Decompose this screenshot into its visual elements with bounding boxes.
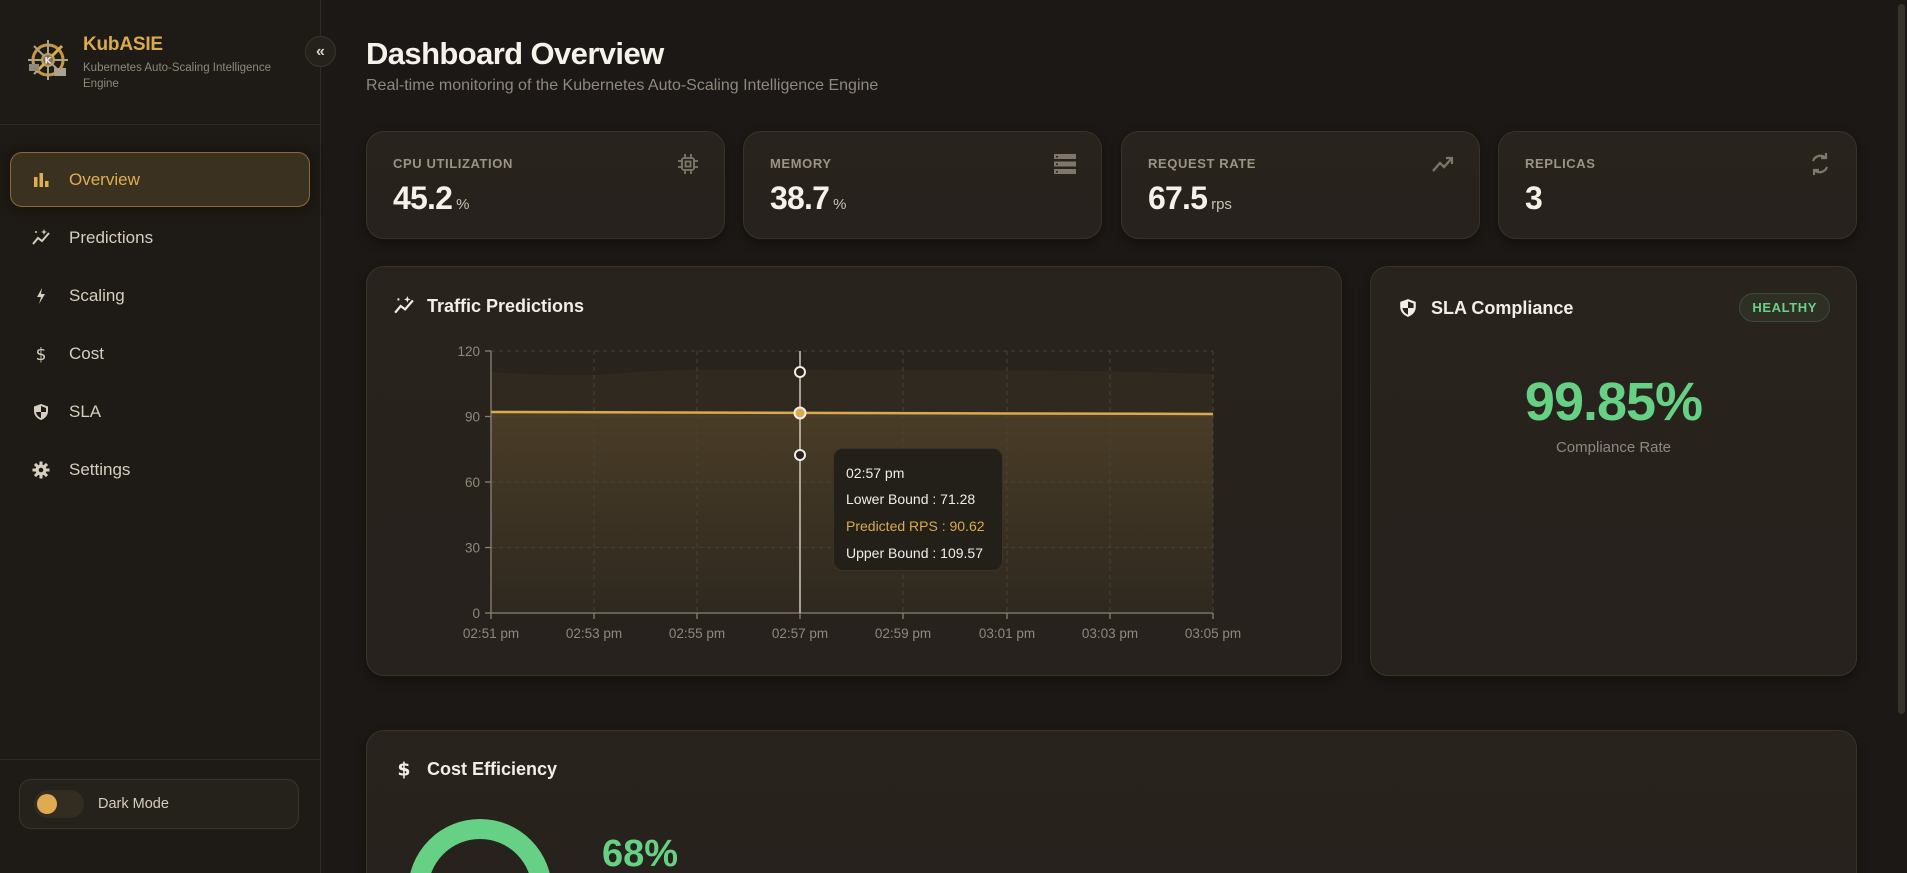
sidebar-item-label: Settings bbox=[69, 459, 131, 479]
stat-unit: rps bbox=[1211, 196, 1232, 213]
x-tick: 02:51 pm bbox=[463, 626, 519, 641]
collapse-sidebar-button[interactable]: « bbox=[305, 36, 336, 67]
cost-value: 68% bbox=[602, 833, 679, 873]
sidebar-item-label: Predictions bbox=[69, 227, 154, 247]
x-tick: 02:59 pm bbox=[875, 626, 931, 641]
stat-number: 3 bbox=[1525, 180, 1543, 216]
y-tick-60: 60 bbox=[465, 475, 480, 490]
sidebar-nav: Overview Predictions Scaling $ Cost SLA bbox=[0, 125, 320, 497]
y-tick-0: 0 bbox=[472, 606, 480, 621]
brand-name: KubASIE bbox=[83, 34, 163, 55]
sidebar: K KubASIE Kubernetes Auto-Scaling Intell… bbox=[0, 0, 321, 873]
status-badge: HEALTHY bbox=[1739, 293, 1830, 322]
sidebar-item-scaling[interactable]: Scaling bbox=[10, 268, 310, 323]
stat-card-request-rate: REQUEST RATE 67.5 rps bbox=[1121, 131, 1480, 239]
predicted-point bbox=[793, 406, 807, 420]
gear-icon bbox=[31, 460, 51, 480]
sparkle-trend-icon bbox=[393, 295, 415, 317]
double-chevron-left-icon: « bbox=[316, 42, 325, 60]
sla-compliance-card: SLA Compliance HEALTHY 99.85% Compliance… bbox=[1370, 266, 1857, 676]
sidebar-footer: Dark Mode bbox=[0, 759, 320, 873]
x-tick: 03:03 pm bbox=[1082, 626, 1138, 641]
stat-number: 45.2 bbox=[393, 180, 453, 216]
predicted-rps-line bbox=[490, 410, 1214, 416]
server-stack-icon bbox=[1053, 152, 1077, 176]
sidebar-item-overview[interactable]: Overview bbox=[10, 152, 310, 207]
brand-header: K KubASIE Kubernetes Auto-Scaling Intell… bbox=[0, 0, 320, 125]
dollar-icon: $ bbox=[393, 758, 415, 780]
brand-subtitle: Kubernetes Auto-Scaling Intelligence Eng… bbox=[83, 62, 271, 90]
shield-icon bbox=[1397, 297, 1419, 319]
upper-bound-point bbox=[794, 366, 806, 378]
stat-value: 45.2% bbox=[393, 180, 469, 217]
x-tick: 02:53 pm bbox=[566, 626, 622, 641]
tooltip-upper-bound: Upper Bound : 109.57 bbox=[846, 545, 983, 561]
sla-value: 99.85% bbox=[1524, 372, 1703, 432]
stat-label: REQUEST RATE bbox=[1148, 156, 1257, 171]
cost-title: Cost Efficiency bbox=[427, 758, 558, 779]
sla-title: SLA Compliance bbox=[1431, 297, 1574, 318]
sidebar-item-sla[interactable]: SLA bbox=[10, 384, 310, 439]
stat-label: MEMORY bbox=[770, 156, 832, 171]
stat-card-replicas: REPLICAS 3 bbox=[1498, 131, 1857, 239]
shield-icon bbox=[31, 402, 51, 422]
dark-mode-label: Dark Mode bbox=[98, 796, 169, 812]
cost-efficiency-card: $ Cost Efficiency 68% bbox=[366, 730, 1857, 873]
stat-label: REPLICAS bbox=[1525, 156, 1596, 171]
lightning-icon bbox=[31, 286, 51, 306]
stat-value: 67.5 rps bbox=[1148, 180, 1232, 217]
stat-unit: % bbox=[833, 196, 847, 213]
stat-label: CPU UTILIZATION bbox=[393, 156, 513, 171]
stat-number: 38.7 bbox=[770, 180, 830, 216]
sparkle-trend-icon bbox=[31, 228, 51, 248]
stat-value: 3 bbox=[1525, 180, 1543, 217]
y-tick-30: 30 bbox=[465, 541, 480, 556]
sidebar-item-cost[interactable]: $ Cost bbox=[10, 326, 310, 381]
trending-up-icon bbox=[1431, 152, 1455, 176]
dollar-icon: $ bbox=[31, 344, 51, 364]
page-scrollbar[interactable] bbox=[1898, 4, 1905, 714]
page-title: Dashboard Overview bbox=[366, 36, 664, 71]
y-tick-90: 90 bbox=[465, 410, 480, 425]
dark-mode-toggle[interactable]: Dark Mode bbox=[19, 779, 299, 829]
sidebar-item-label: Overview bbox=[69, 169, 140, 189]
lower-bound-point bbox=[794, 449, 806, 461]
x-tick: 02:57 pm bbox=[772, 626, 828, 641]
traffic-title: Traffic Predictions bbox=[427, 295, 585, 316]
cpu-chip-icon bbox=[676, 152, 700, 176]
sidebar-item-label: Scaling bbox=[69, 285, 125, 305]
tooltip-lower-bound: Lower Bound : 71.28 bbox=[846, 491, 976, 507]
sidebar-item-label: Cost bbox=[69, 343, 104, 363]
stat-unit: % bbox=[456, 196, 470, 213]
x-tick: 02:55 pm bbox=[669, 626, 725, 641]
sidebar-item-settings[interactable]: Settings bbox=[10, 442, 310, 497]
refresh-icon bbox=[1808, 152, 1832, 176]
tooltip-time: 02:57 pm bbox=[846, 465, 905, 481]
main-content: Dashboard Overview Real-time monitoring … bbox=[322, 0, 1907, 873]
ship-wheel-k-icon: K bbox=[28, 40, 68, 80]
x-tick: 03:01 pm bbox=[979, 626, 1035, 641]
svg-text:K: K bbox=[45, 57, 53, 67]
card-title: SLA Compliance bbox=[1397, 297, 1573, 319]
x-tick: 03:05 pm bbox=[1185, 626, 1241, 641]
stat-card-memory: MEMORY 38.7% bbox=[743, 131, 1102, 239]
y-tick-120: 120 bbox=[457, 344, 480, 359]
bar-chart-icon bbox=[31, 170, 51, 190]
cost-efficiency-gauge bbox=[410, 819, 550, 873]
tooltip-predicted: Predicted RPS : 90.62 bbox=[846, 518, 985, 534]
switch-knob bbox=[37, 794, 57, 814]
stat-value: 38.7% bbox=[770, 180, 846, 217]
sla-label: Compliance Rate bbox=[1555, 439, 1672, 456]
dark-mode-switch[interactable] bbox=[34, 790, 84, 818]
chart-tooltip: 02:57 pm Lower Bound : 71.28 Predicted R… bbox=[833, 448, 1003, 571]
svg-text:$: $ bbox=[36, 345, 47, 363]
sidebar-item-predictions[interactable]: Predictions bbox=[10, 210, 310, 265]
page-subtitle: Real-time monitoring of the Kubernetes A… bbox=[366, 77, 879, 94]
stat-card-cpu: CPU UTILIZATION 45.2% bbox=[366, 131, 725, 239]
card-title: $ Cost Efficiency bbox=[393, 758, 557, 780]
svg-text:$: $ bbox=[397, 759, 410, 779]
card-title: Traffic Predictions bbox=[393, 295, 584, 317]
sidebar-item-label: SLA bbox=[69, 401, 102, 421]
stat-number: 67.5 bbox=[1148, 180, 1208, 216]
